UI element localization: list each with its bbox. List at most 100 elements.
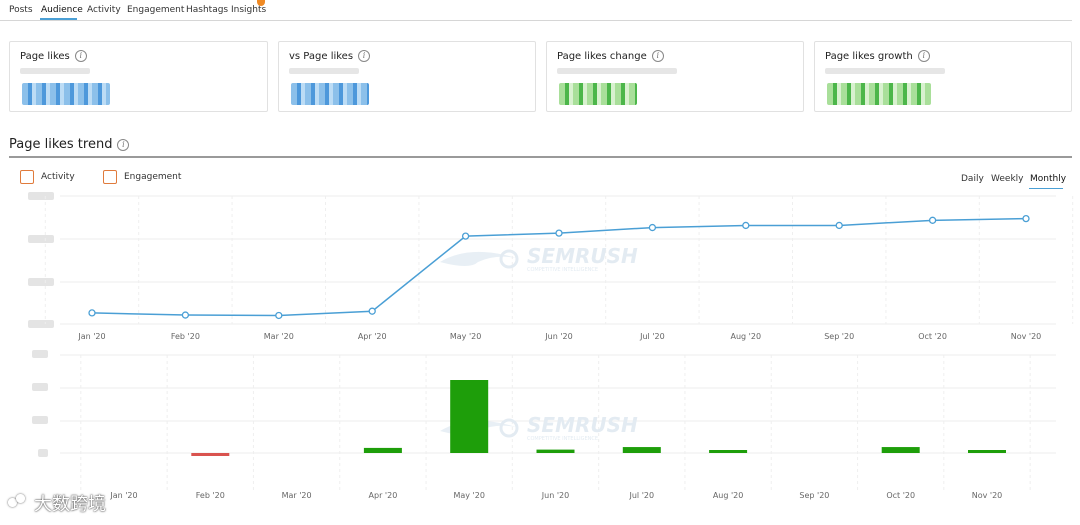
tab-activity[interactable]: Activity (87, 5, 121, 15)
y-axis-label (38, 449, 48, 457)
legend-engagement[interactable]: Engagement (103, 170, 181, 184)
period-daily[interactable]: Daily (961, 174, 984, 184)
x-tick-label: Mar '20 (282, 491, 312, 500)
x-tick-label: Jul '20 (639, 332, 665, 341)
info-icon[interactable]: i (651, 50, 664, 62)
active-tab-indicator (40, 18, 77, 20)
x-tick-label: Jan '20 (77, 332, 105, 341)
data-point (648, 223, 657, 232)
blurred-value (291, 83, 369, 105)
card-title: Page likes growth (825, 50, 913, 62)
blurred-value (559, 83, 637, 105)
x-tick-label: Mar '20 (264, 332, 294, 341)
blurred-value (22, 83, 110, 105)
bar (881, 447, 920, 453)
data-point (1022, 214, 1030, 223)
x-tick-label: Feb '20 (171, 332, 200, 341)
data-point (835, 221, 843, 230)
info-icon[interactable]: i (917, 50, 930, 62)
period-weekly[interactable]: Weekly (991, 174, 1024, 184)
y-axis-label (32, 350, 48, 358)
info-icon[interactable]: i (117, 138, 130, 151)
x-tick-label: Jun '20 (541, 491, 569, 500)
notification-dot (257, 0, 265, 6)
y-axis-label (28, 278, 54, 286)
tab-posts[interactable]: Posts (9, 5, 33, 15)
active-period-indicator (1029, 188, 1063, 189)
data-point (88, 309, 96, 317)
legend-label: Engagement (124, 172, 182, 182)
tab-bar: Posts Audience Activity Engagement Hasht… (0, 0, 1072, 21)
tab-hashtags[interactable]: Hashtags (186, 5, 229, 15)
bar (536, 449, 575, 453)
y-axis-label (32, 383, 48, 391)
x-tick-label: May '20 (453, 491, 484, 500)
bar (968, 450, 1006, 453)
blurred-subtext (557, 68, 677, 74)
info-icon[interactable]: i (358, 50, 371, 62)
x-tick-label: Apr '20 (358, 332, 387, 341)
x-tick-label: Jan '20 (109, 491, 137, 500)
watermark-brand: SEMRUSH (527, 244, 638, 268)
checkbox[interactable] (103, 170, 117, 184)
info-icon[interactable]: i (74, 50, 87, 62)
legend-activity[interactable]: Activity (20, 170, 75, 184)
data-point (928, 216, 937, 224)
section-divider (9, 156, 1072, 158)
x-tick-label: Nov '20 (972, 491, 1003, 500)
x-tick-label: Aug '20 (713, 491, 744, 500)
watermark-tagline: COMPETITIVE INTELLIGENCE (527, 436, 598, 442)
data-point (555, 229, 563, 237)
watermark-swoosh (499, 249, 519, 269)
card-title: Page likes (20, 50, 70, 62)
bar (450, 380, 489, 453)
data-point (368, 307, 376, 315)
data-point (275, 311, 283, 320)
data-point (461, 232, 470, 240)
card-title: Page likes change (557, 50, 647, 62)
tab-engagement[interactable]: Engagement (127, 5, 185, 15)
section-title-text: Page likes trend (9, 137, 113, 152)
y-axis-label (28, 235, 54, 243)
y-axis-label (32, 416, 48, 424)
checkbox[interactable] (20, 170, 34, 184)
footer-watermark: 大数跨境 (8, 490, 106, 516)
watermark-swoosh (440, 251, 516, 266)
y-axis-label (28, 192, 54, 200)
x-tick-label: Jul '20 (629, 491, 655, 500)
bar (709, 450, 748, 453)
bar (622, 447, 661, 453)
x-tick-label: Apr '20 (369, 491, 398, 500)
x-tick-label: Sep '20 (824, 332, 854, 341)
metric-card-page-likes-growth: Page likes growth i (814, 41, 1072, 112)
x-tick-label: Feb '20 (196, 491, 225, 500)
y-axis-label (28, 320, 54, 328)
metric-card-page-likes-change: Page likes change i (546, 41, 804, 112)
x-tick-label: Oct '20 (918, 332, 947, 341)
x-tick-label: May '20 (450, 332, 481, 341)
metric-card-vs-page-likes: vs Page likes i (278, 41, 536, 112)
section-title: Page likes trend i (9, 137, 130, 152)
bar (191, 453, 230, 456)
metric-card-page-likes: Page likes i (9, 41, 268, 112)
tab-insights[interactable]: Insights (231, 5, 267, 15)
tab-audience[interactable]: Audience (41, 5, 83, 15)
blurred-subtext (825, 68, 945, 74)
x-tick-label: Sep '20 (799, 491, 829, 500)
x-tick-label: Nov '20 (1011, 332, 1042, 341)
period-monthly[interactable]: Monthly (1030, 174, 1067, 184)
x-tick-label: Aug '20 (731, 332, 762, 341)
watermark-tagline: COMPETITIVE INTELLIGENCE (527, 267, 598, 273)
watermark-brand: SEMRUSH (527, 413, 638, 437)
blurred-value (827, 83, 931, 105)
bar (363, 447, 402, 453)
legend-label: Activity (41, 172, 75, 182)
x-tick-label: Jun '20 (544, 332, 572, 341)
watermark: SEMRUSH COMPETITIVE INTELLIGENCE (440, 244, 638, 273)
watermark-swoosh (499, 418, 519, 438)
data-point (181, 311, 190, 319)
footer-brand-text: 大数跨境 (34, 494, 106, 515)
blurred-subtext (20, 68, 90, 74)
x-tick-label: Oct '20 (886, 491, 915, 500)
